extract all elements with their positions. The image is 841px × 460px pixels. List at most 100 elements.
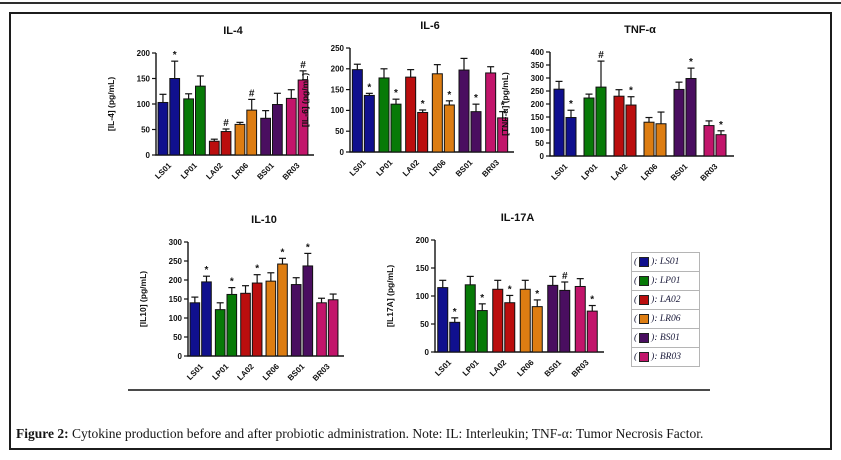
svg-text:BR03: BR03 xyxy=(311,362,332,383)
svg-text:*: * xyxy=(508,284,512,295)
svg-text:LR06: LR06 xyxy=(261,362,282,383)
legend-open-paren: ( xyxy=(634,257,638,267)
chart-svg-il17a: IL-17A [IL17A] (pg/mL) 0 50 100 150 200 * LS01 * L… xyxy=(385,212,604,379)
figure-caption-text: Cytokine production before and after pro… xyxy=(68,425,704,441)
legend-color-swatch xyxy=(639,276,650,286)
svg-text:300: 300 xyxy=(169,238,183,247)
svg-text:0: 0 xyxy=(178,352,183,361)
svg-text:LP01: LP01 xyxy=(375,158,395,178)
svg-text:250: 250 xyxy=(531,87,545,96)
svg-text:100: 100 xyxy=(331,106,345,115)
legend-item-br03: ( ): BR03 xyxy=(631,347,700,367)
svg-text:IL-4: IL-4 xyxy=(223,25,243,37)
chart-il17a: IL-17A [IL17A] (pg/mL) 0 50 100 150 200 * LS01 * L… xyxy=(379,207,608,391)
svg-text:350: 350 xyxy=(531,61,545,70)
svg-text:50: 50 xyxy=(335,127,344,136)
chart-il10: IL-10 [IL10] (pg/mL) 0 50 100 150 200 250 300 * LS… xyxy=(132,209,348,395)
svg-text:[IL-6] (pg/mL): [IL-6] (pg/mL) xyxy=(300,73,310,127)
svg-text:TNF-α: TNF-α xyxy=(624,24,656,36)
legend-label: ): BR03 xyxy=(651,352,681,362)
svg-text:50: 50 xyxy=(535,139,544,148)
svg-text:BS01: BS01 xyxy=(454,158,475,179)
svg-text:LP01: LP01 xyxy=(461,358,481,378)
svg-text:200: 200 xyxy=(137,49,151,58)
svg-text:#: # xyxy=(300,60,306,71)
svg-text:*: * xyxy=(474,93,478,104)
svg-text:LS01: LS01 xyxy=(153,161,173,181)
svg-text:*: * xyxy=(719,120,723,131)
svg-text:[IL-4] (pg/mL): [IL-4] (pg/mL) xyxy=(106,77,116,131)
svg-text:LS01: LS01 xyxy=(185,362,205,382)
svg-text:[IL10] (pg/mL): [IL10] (pg/mL) xyxy=(138,271,148,327)
svg-text:#: # xyxy=(562,271,568,282)
svg-text:LS01: LS01 xyxy=(433,358,453,378)
legend-label: ): LA02 xyxy=(651,295,681,305)
legend-open-paren: ( xyxy=(634,314,638,324)
svg-text:*: * xyxy=(453,307,457,318)
svg-text:#: # xyxy=(598,50,604,61)
svg-text:*: * xyxy=(447,90,451,101)
svg-text:*: * xyxy=(205,265,209,276)
legend-open-paren: ( xyxy=(634,295,638,305)
svg-text:*: * xyxy=(629,86,633,97)
svg-text:LS01: LS01 xyxy=(348,158,368,178)
svg-text:*: * xyxy=(535,289,539,300)
svg-text:*: * xyxy=(394,88,398,99)
svg-text:*: * xyxy=(281,247,285,258)
svg-text:150: 150 xyxy=(169,295,183,304)
svg-text:150: 150 xyxy=(137,74,151,83)
svg-text:BR03: BR03 xyxy=(699,162,720,183)
chart-svg-il4: IL-4 [IL-4] (pg/mL) 0 50 100 150 200 * LS01 LP01 #… xyxy=(106,25,314,182)
svg-text:*: * xyxy=(501,101,505,112)
svg-text:200: 200 xyxy=(416,236,430,245)
legend-color-swatch xyxy=(639,314,650,324)
svg-text:[TNF-α] (pg/mL): [TNF-α] (pg/mL) xyxy=(500,72,510,136)
svg-text:150: 150 xyxy=(416,264,430,273)
svg-text:*: * xyxy=(590,295,594,306)
strain-legend: ( ): LS01( ): LP01( ): LA02( ): LR06( ):… xyxy=(631,252,700,367)
svg-text:100: 100 xyxy=(531,126,545,135)
svg-text:0: 0 xyxy=(340,148,345,157)
chart-il4: IL-4 [IL-4] (pg/mL) 0 50 100 150 200 * LS01 LP01 #… xyxy=(100,20,316,194)
figure-caption: Figure 2: Cytokine production before and… xyxy=(16,425,816,443)
svg-text:*: * xyxy=(569,99,573,110)
svg-text:LA02: LA02 xyxy=(401,158,422,179)
svg-text:*: * xyxy=(367,82,371,93)
svg-text:LR06: LR06 xyxy=(639,162,660,183)
svg-text:LA02: LA02 xyxy=(488,358,509,379)
svg-text:*: * xyxy=(255,264,259,275)
svg-text:150: 150 xyxy=(531,113,545,122)
svg-text:IL-17A: IL-17A xyxy=(501,212,535,224)
svg-text:IL-10: IL-10 xyxy=(251,214,277,226)
figure-caption-label: Figure 2: xyxy=(16,425,69,441)
svg-text:LS01: LS01 xyxy=(550,162,570,182)
legend-open-paren: ( xyxy=(634,276,638,286)
svg-text:LR06: LR06 xyxy=(428,158,449,179)
svg-text:200: 200 xyxy=(169,276,183,285)
svg-text:BS01: BS01 xyxy=(669,162,690,183)
legend-label: ): LR06 xyxy=(651,314,681,324)
svg-text:200: 200 xyxy=(531,100,545,109)
legend-open-paren: ( xyxy=(634,333,638,343)
legend-color-swatch xyxy=(639,352,650,362)
chart-il6: IL-6 [IL-6] (pg/mL) 0 50 100 150 200 250 * LS01 * L… xyxy=(294,15,518,193)
svg-text:LA02: LA02 xyxy=(236,362,257,383)
svg-text:BR03: BR03 xyxy=(570,358,591,379)
chart-svg-il10: IL-10 [IL10] (pg/mL) 0 50 100 150 200 250 300 * LS… xyxy=(138,214,344,383)
svg-text:250: 250 xyxy=(169,257,183,266)
chart-svg-tnf: TNF-α [TNF-α] (pg/mL) 0 50 100 150 200 250 300 35… xyxy=(500,24,734,183)
legend-item-lr06: ( ): LR06 xyxy=(631,309,700,329)
svg-text:LP01: LP01 xyxy=(179,161,199,181)
svg-text:LA02: LA02 xyxy=(204,161,225,182)
svg-text:[IL17A] (pg/mL): [IL17A] (pg/mL) xyxy=(385,265,395,327)
svg-text:BS01: BS01 xyxy=(286,362,307,383)
legend-color-swatch xyxy=(639,333,650,343)
legend-item-ls01: ( ): LS01 xyxy=(631,252,700,272)
svg-text:200: 200 xyxy=(331,65,345,74)
legend-item-lp01: ( ): LP01 xyxy=(631,271,700,291)
svg-text:IL-6: IL-6 xyxy=(420,20,440,32)
svg-text:*: * xyxy=(421,99,425,110)
legend-color-swatch xyxy=(639,257,650,267)
svg-text:BS01: BS01 xyxy=(255,161,276,182)
